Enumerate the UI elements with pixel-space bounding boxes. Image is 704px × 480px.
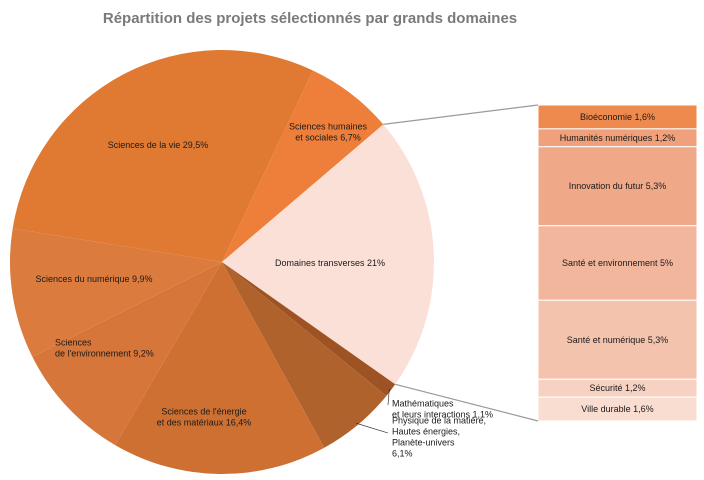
connector-line-top bbox=[383, 104, 539, 125]
pie-slice-sciences-de-l-energie bbox=[115, 262, 325, 475]
slice-label-sciences-humaines: Sciences humaines et sociales 6,7% bbox=[289, 122, 368, 143]
pie-slice-sciences bbox=[32, 262, 222, 446]
slice-label-sciences: Sciences de l'environnement 9,2% bbox=[55, 338, 154, 359]
slice-label-physique-de-la-matiere: Physique de la matière, Hautes énergies, P… bbox=[392, 416, 486, 459]
pie-slice-sciences-du-numerique-9-9 bbox=[9, 228, 222, 357]
leader-line-mathematiques bbox=[387, 388, 390, 406]
breakdown-stack: Bioéconomie 1,6% Humanités numériques 1,2… bbox=[537, 104, 698, 422]
slice-labels: Sciences humaines et sociales 6,7% Domaine… bbox=[35, 122, 493, 459]
pie-group bbox=[9, 49, 434, 475]
breakdown-ville-durable-1-6-segment bbox=[537, 396, 698, 422]
pie-slice-sciences-de-la-vie-29-5 bbox=[12, 49, 313, 262]
breakdown-sante-et-numerique-5-3-label: Santé et numérique 5,3% bbox=[567, 335, 669, 345]
slice-label-domaines-transverses-21: Domaines transverses 21% bbox=[275, 258, 385, 268]
breakdown-sante-et-numerique-5-3-segment bbox=[537, 299, 698, 380]
pie-slice-physique-de-la-matiere bbox=[222, 262, 387, 448]
breakdown-securite-1-2-label: Sécurité 1,2% bbox=[589, 383, 645, 393]
pie-slice-mathematiques bbox=[222, 262, 396, 396]
slice-label-sciences-de-l-energie: Sciences de l'énergie et des matériaux 16… bbox=[157, 407, 252, 428]
breakdown-sante-et-environnement-5-label: Santé et environnement 5% bbox=[562, 258, 673, 268]
breakdown-humanites-numeriques-1-2-label: Humanités numériques 1,2% bbox=[560, 133, 676, 143]
leader-line-physique-de-la-matiere bbox=[356, 423, 389, 434]
slice-label-sciences-de-la-vie-29-5: Sciences de la vie 29,5% bbox=[108, 140, 209, 150]
chart-title: Répartition des projets sélectionnés par… bbox=[102, 10, 518, 27]
breakdown-sante-et-environnement-5-segment bbox=[537, 225, 698, 301]
connector-line-bottom bbox=[395, 383, 539, 422]
breakdown-innovation-du-futur-5-3-segment bbox=[537, 146, 698, 227]
pie-slice-sciences-humaines bbox=[222, 70, 384, 263]
slice-label-mathematiques: Mathématiques et leurs interactions 1,1% bbox=[392, 399, 493, 420]
slice-label-sciences-du-numerique-9-9: Sciences du numérique 9,9% bbox=[35, 274, 152, 284]
pie-slice-domaines-transverses-21 bbox=[222, 124, 434, 385]
connector-lines bbox=[356, 104, 539, 434]
breakdown-bioeconomie-1-6-label: Bioéconomie 1,6% bbox=[580, 112, 655, 122]
breakdown-ville-durable-1-6-label: Ville durable 1,6% bbox=[581, 404, 653, 414]
breakdown-innovation-du-futur-5-3-label: Innovation du futur 5,3% bbox=[569, 181, 667, 191]
